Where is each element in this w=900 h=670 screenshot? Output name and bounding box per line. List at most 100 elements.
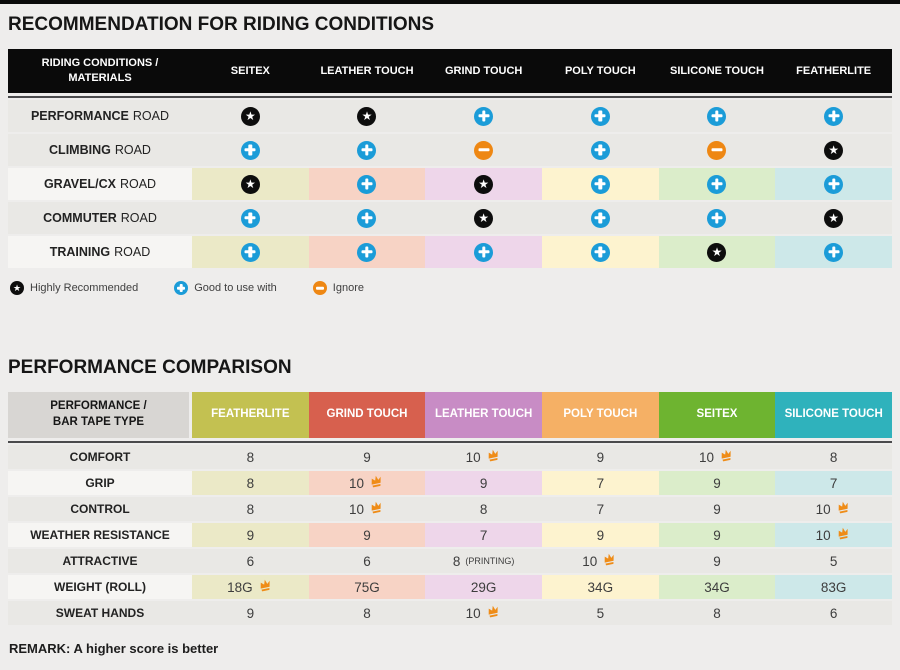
- score-value: 8: [480, 502, 488, 517]
- score-value: 9: [480, 476, 488, 491]
- legend-item: Ignore: [312, 281, 364, 295]
- column-header-poly-touch: POLY TOUCH: [541, 392, 659, 438]
- star-icon: ★: [474, 208, 494, 228]
- crown-icon: [371, 501, 381, 514]
- value-cell: 7: [541, 497, 659, 521]
- star-icon: ★: [707, 242, 727, 262]
- score-value: 10: [582, 554, 618, 569]
- row-label: COMMUTER ROAD: [8, 202, 192, 234]
- score-value: 7: [597, 502, 605, 517]
- value-cell: 10: [308, 471, 426, 495]
- corner-header-line2: BAR TAPE TYPE: [52, 416, 145, 428]
- rating-cell: [308, 134, 426, 166]
- score-value: 18G: [227, 580, 274, 595]
- performance-table-header: PERFORMANCE / BAR TAPE TYPE FEATHERLITE GRI…: [8, 392, 892, 438]
- score-value: 6: [247, 554, 255, 569]
- value-cell: 10: [775, 497, 892, 521]
- value-cell: 7: [775, 471, 892, 495]
- table-row: CONTROL 8 10 8 7 9 10: [8, 497, 892, 521]
- value-cell: 9: [658, 471, 776, 495]
- rating-cell: [775, 100, 892, 132]
- remark-note: REMARK: A higher score is better: [9, 641, 219, 656]
- score-value: 83G: [821, 580, 847, 595]
- rating-cell: [425, 236, 542, 268]
- score-value: 8: [247, 502, 255, 517]
- value-cell: 9: [541, 445, 659, 469]
- plus-icon: [357, 242, 377, 262]
- score-value: 9: [247, 606, 255, 621]
- score-value: 34G: [588, 580, 614, 595]
- score-number: 10: [815, 501, 831, 517]
- score-number: 7: [596, 475, 605, 491]
- score-value: 7: [830, 476, 838, 491]
- riding-conditions-corner-header: RIDING CONDITIONS / MATERIALS: [8, 49, 192, 93]
- minus-icon: [312, 281, 327, 295]
- score-number: 7: [829, 475, 838, 491]
- value-cell: 18G: [192, 575, 309, 599]
- score-number: 9: [363, 449, 371, 465]
- value-cell: 9: [192, 523, 309, 547]
- score-number: 9: [713, 501, 721, 517]
- rating-cell: [658, 168, 776, 200]
- score-number: 10: [815, 527, 831, 543]
- rating-cell: [658, 100, 776, 132]
- score-value: 34G: [704, 580, 730, 595]
- table-row: ATTRACTIVE 6 6 8 (PRINTING) 10 9 5: [8, 549, 892, 573]
- crown-icon: [838, 527, 848, 540]
- star-icon: ★: [240, 174, 260, 194]
- score-number: 9: [713, 475, 721, 491]
- table-row: GRIP 8 10 9 7 9 7: [8, 471, 892, 495]
- score-value: 8: [830, 450, 838, 465]
- score-number: 5: [829, 553, 838, 569]
- rating-cell: ★: [425, 202, 542, 234]
- score-value: 10: [816, 528, 852, 543]
- plus-icon: [824, 106, 844, 126]
- plus-icon: [240, 242, 260, 262]
- row-label: PERFORMANCE ROAD: [8, 100, 192, 132]
- table-row: CLIMBING ROAD ★: [8, 134, 892, 166]
- star-icon: ★: [824, 208, 844, 228]
- score-number: 8: [363, 605, 371, 621]
- score-number: 7: [479, 527, 488, 543]
- column-header-leather-touch: LEATHER TOUCH: [425, 392, 542, 438]
- score-value: 5: [597, 606, 605, 621]
- crown-icon: [488, 449, 498, 462]
- legend-label: Ignore: [332, 282, 364, 294]
- score-number: 9: [713, 527, 721, 543]
- value-cell: 6: [308, 549, 426, 573]
- score-number: 9: [596, 527, 605, 543]
- rating-cell: ★: [658, 236, 776, 268]
- rating-cell: [541, 236, 659, 268]
- star-icon: ★: [10, 281, 24, 295]
- rating-cell: ★: [775, 134, 892, 166]
- value-cell: 8: [192, 471, 309, 495]
- crown-icon: [605, 553, 614, 566]
- corner-header-line2: MATERIALS: [68, 72, 132, 84]
- column-header-seitex: SEITEX: [658, 392, 776, 438]
- score-value: 10: [816, 502, 852, 517]
- performance-table-body: COMFORT 8 9 10 9 10 8 GRIP 8 10 9 7 9 7 CONTROL 8 10 8 7 9 1…: [8, 441, 892, 625]
- rating-cell: [425, 134, 542, 166]
- value-cell: 8: [425, 497, 542, 521]
- score-value: 9: [713, 476, 721, 491]
- top-border-bar: [0, 0, 900, 4]
- value-cell: 10: [425, 445, 542, 469]
- score-number: 9: [246, 605, 255, 621]
- row-label-strong: PERFORMANCE: [30, 109, 129, 123]
- row-label: GRAVEL/CX ROAD: [8, 168, 192, 200]
- score-number: 8: [713, 605, 721, 621]
- star-icon: ★: [357, 106, 377, 126]
- value-cell: 34G: [541, 575, 659, 599]
- row-label: WEATHER RESISTANCE: [8, 523, 192, 547]
- value-cell: 10: [425, 601, 542, 625]
- riding-conditions-table: RIDING CONDITIONS / MATERIALS SEITEX LEATHE…: [8, 49, 892, 268]
- rating-cell: ★: [192, 168, 309, 200]
- crown-icon: [838, 501, 848, 514]
- score-number: 34G: [587, 579, 614, 595]
- rating-cell: [541, 168, 659, 200]
- table-row: TRAINING ROAD ★: [8, 236, 892, 268]
- score-value: 9: [363, 450, 371, 465]
- value-cell: 34G: [658, 575, 776, 599]
- plus-icon: [240, 208, 260, 228]
- row-label-rest: ROAD: [114, 143, 151, 157]
